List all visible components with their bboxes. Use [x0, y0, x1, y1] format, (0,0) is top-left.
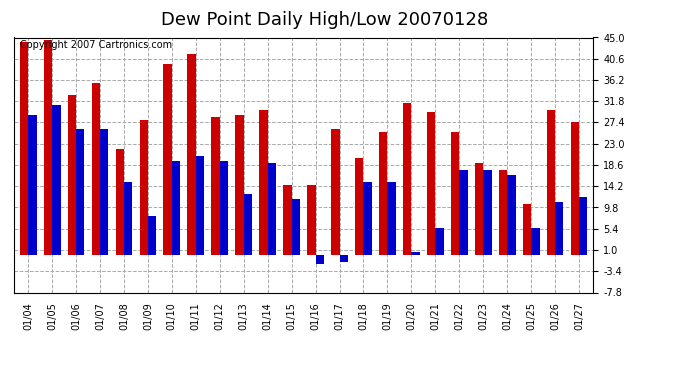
- Bar: [307, 185, 315, 255]
- Bar: [292, 199, 300, 255]
- Bar: [52, 105, 61, 255]
- Bar: [427, 112, 435, 255]
- Bar: [268, 163, 276, 255]
- Bar: [499, 170, 507, 255]
- Bar: [220, 160, 228, 255]
- Bar: [331, 129, 339, 255]
- Bar: [196, 156, 204, 255]
- Bar: [68, 96, 76, 255]
- Bar: [148, 216, 157, 255]
- Bar: [164, 64, 172, 255]
- Bar: [211, 117, 220, 255]
- Bar: [411, 252, 420, 255]
- Bar: [507, 175, 515, 255]
- Bar: [76, 129, 84, 255]
- Bar: [364, 182, 372, 255]
- Bar: [188, 54, 196, 255]
- Bar: [403, 103, 411, 255]
- Bar: [339, 255, 348, 262]
- Bar: [20, 42, 28, 255]
- Bar: [523, 204, 531, 255]
- Bar: [531, 228, 540, 255]
- Bar: [451, 132, 460, 255]
- Text: Copyright 2007 Cartronics.com: Copyright 2007 Cartronics.com: [19, 40, 172, 50]
- Bar: [555, 202, 564, 255]
- Bar: [315, 255, 324, 264]
- Bar: [379, 132, 387, 255]
- Bar: [435, 228, 444, 255]
- Bar: [116, 148, 124, 255]
- Bar: [244, 195, 252, 255]
- Bar: [100, 129, 108, 255]
- Bar: [546, 110, 555, 255]
- Bar: [92, 83, 100, 255]
- Bar: [579, 197, 587, 255]
- Bar: [139, 120, 148, 255]
- Bar: [571, 122, 579, 255]
- Bar: [475, 163, 483, 255]
- Bar: [28, 115, 37, 255]
- Bar: [124, 182, 132, 255]
- Bar: [460, 170, 468, 255]
- Bar: [283, 185, 292, 255]
- Bar: [387, 182, 396, 255]
- Text: Dew Point Daily High/Low 20070128: Dew Point Daily High/Low 20070128: [161, 11, 488, 29]
- Bar: [172, 160, 180, 255]
- Bar: [43, 40, 52, 255]
- Bar: [483, 170, 491, 255]
- Bar: [355, 158, 364, 255]
- Bar: [235, 115, 244, 255]
- Bar: [259, 110, 268, 255]
